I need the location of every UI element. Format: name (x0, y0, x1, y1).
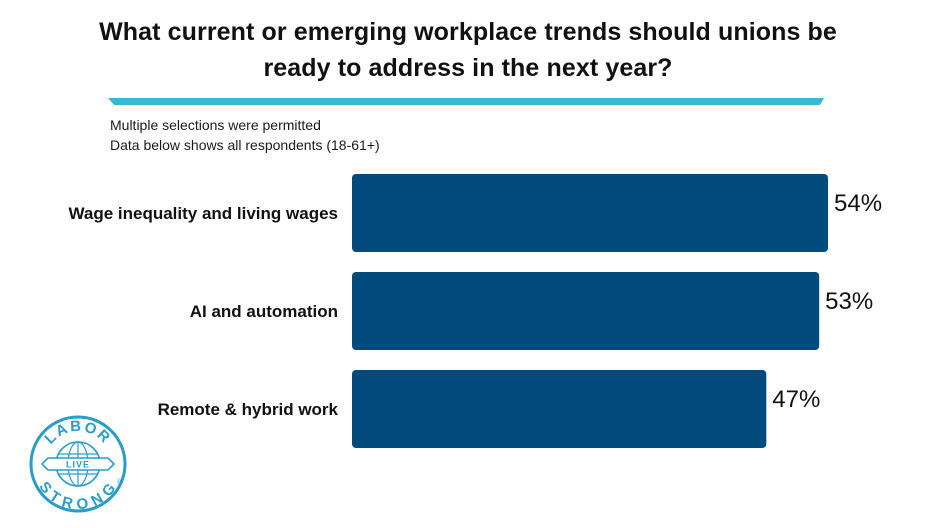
selection-note: Multiple selections were permitted (110, 117, 321, 133)
title-underline-shape (108, 98, 824, 105)
logo-text-live: LIVE (66, 460, 90, 470)
logo-registered-mark: ® (117, 478, 123, 486)
category-label-1: AI and automation (190, 302, 338, 321)
category-label-0: Wage inequality and living wages (68, 204, 338, 223)
bar-2 (352, 370, 767, 448)
value-label-0: 54% (834, 190, 882, 217)
respondents-note: Data below shows all respondents (18-61+… (110, 137, 380, 153)
logo-outer-ring (29, 415, 127, 513)
logo-ribbon (40, 457, 116, 471)
bar-0 (352, 174, 828, 252)
labor-strong-logo: LIVE LABOR STRONG ® (29, 415, 127, 514)
category-label-2: Remote & hybrid work (158, 400, 339, 419)
title-underline (108, 98, 824, 105)
value-label-1: 53% (825, 288, 873, 315)
bar-1 (352, 272, 820, 350)
chart-title: What current or emerging workplace trend… (99, 18, 837, 82)
value-label-2: 47% (772, 386, 820, 413)
